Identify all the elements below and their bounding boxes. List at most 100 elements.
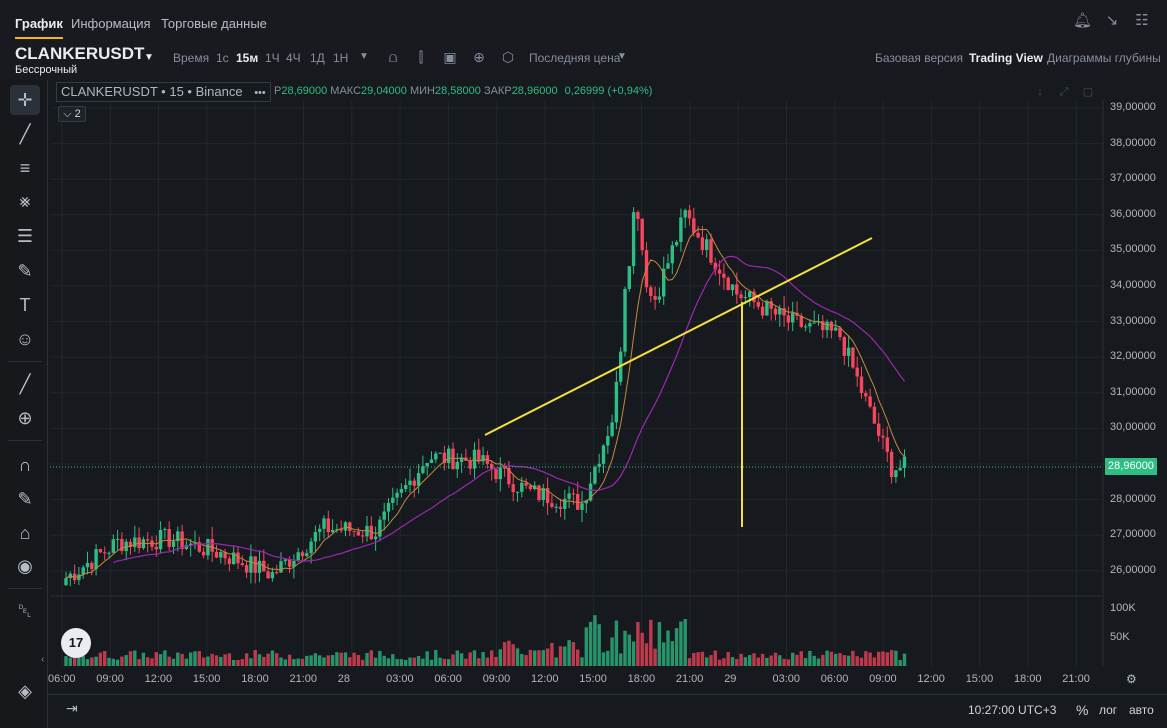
- toolbar-divider: [8, 588, 42, 589]
- eye-icon[interactable]: ◉: [17, 556, 33, 576]
- time-tick-label: 18:00: [241, 673, 269, 685]
- percent-toggle[interactable]: %: [1076, 702, 1089, 718]
- tab-trading-data[interactable]: Торговые данные: [161, 16, 267, 31]
- tab-info[interactable]: Информация: [71, 16, 151, 31]
- time-tick-label: 15:00: [965, 673, 994, 685]
- time-tick-label: 03:00: [386, 673, 414, 685]
- symbol-dropdown-icon[interactable]: ▼: [144, 52, 154, 63]
- timeframe-4h[interactable]: 4Ч: [286, 51, 301, 65]
- high-value: 29,04000: [361, 85, 407, 97]
- timeframe-label: Время: [173, 51, 210, 65]
- settings-icon[interactable]: ⬡: [501, 49, 515, 65]
- fib-lines-icon[interactable]: ≡: [19, 158, 31, 178]
- collapse-left-icon[interactable]: ‹: [41, 654, 45, 665]
- price-tick-label: 36,00000: [1110, 207, 1156, 220]
- collapse-arrows-icon[interactable]: ↘: [1105, 12, 1119, 29]
- layout-grid-icon[interactable]: ☷: [1135, 12, 1149, 29]
- contract-type: Бессрочный: [15, 64, 78, 76]
- price-tick-label: 39,00000: [1110, 101, 1156, 113]
- time-tick-label: 21:00: [289, 673, 318, 685]
- lock-drawing-icon[interactable]: ✎: [17, 489, 33, 509]
- timeframe-15m[interactable]: 15м: [236, 51, 259, 65]
- time-tick-label: 18:00: [627, 673, 656, 685]
- timeframe-1w[interactable]: 1Н: [333, 51, 349, 65]
- chevron-down-icon[interactable]: ▼: [617, 51, 627, 62]
- price-tick-label: 34,00000: [1110, 279, 1156, 291]
- auto-toggle[interactable]: авто: [1129, 703, 1154, 717]
- scroll-down-icon[interactable]: ↓: [1037, 86, 1043, 98]
- time-tick-label: 21:00: [675, 673, 704, 685]
- view-basic[interactable]: Базовая версия: [875, 51, 963, 65]
- time-tick-label: 09:00: [96, 673, 124, 685]
- candle-type-icon[interactable]: ⫿: [418, 49, 424, 65]
- time-tick-label: 06:00: [820, 673, 849, 685]
- tab-chart[interactable]: График: [15, 16, 63, 39]
- indicators-count: 2: [74, 108, 81, 120]
- top-nav: График Информация Торговые данные 🔔︎ ↘ ☷: [0, 0, 1167, 44]
- legend-more[interactable]: •••: [254, 87, 266, 99]
- volume-tick-label: 100K: [1110, 602, 1136, 614]
- settings-gear-icon[interactable]: ⚙: [1126, 672, 1137, 686]
- trash-icon[interactable]: ␡: [17, 601, 33, 621]
- price-tick-label: 32,00000: [1110, 350, 1156, 363]
- crosshair-icon[interactable]: ✛: [10, 85, 40, 115]
- symbol-toolbar: CLANKERUSDT ▼ Бессрочный Время 1с 15м 1Ч…: [0, 44, 1167, 80]
- price-tick-label: 38,00000: [1110, 136, 1156, 149]
- view-tradingview[interactable]: Trading View: [969, 51, 1043, 65]
- trendline-icon[interactable]: ╱: [19, 124, 31, 144]
- clock[interactable]: 10:27:00 UTC+3: [968, 703, 1057, 717]
- legend-box[interactable]: CLANKERUSDT • 15 • Binance •••: [56, 82, 271, 102]
- tradingview-logo: 17: [61, 628, 91, 658]
- emoji-icon[interactable]: ☺: [15, 329, 35, 349]
- time-tick-label: 06:00: [48, 673, 76, 685]
- time-tick-label: 09:00: [869, 673, 897, 685]
- magnet-icon[interactable]: ∩: [18, 455, 32, 475]
- view-depth[interactable]: Диаграммы глубины: [1047, 51, 1161, 65]
- fullscreen-icon[interactable]: ⤢: [1059, 86, 1069, 98]
- indicators-icon[interactable]: ⩍: [388, 49, 398, 65]
- channels-icon[interactable]: ☰: [16, 226, 34, 246]
- pattern-icon[interactable]: ⨳: [19, 191, 31, 211]
- unlock-icon[interactable]: ⌂: [19, 523, 31, 543]
- price-tick-label: 26,00000: [1110, 563, 1156, 576]
- time-tick-label: 12:00: [144, 673, 173, 685]
- add-icon[interactable]: ⊕: [473, 49, 485, 65]
- timeframe-1d[interactable]: 1Д: [310, 51, 325, 65]
- time-tick-label: 18:00: [1014, 673, 1042, 685]
- timeframe-1s[interactable]: 1с: [216, 51, 229, 65]
- date-range-icon[interactable]: ⇥: [66, 700, 78, 716]
- time-tick-label: 12:00: [531, 673, 559, 685]
- toolbar-divider: [8, 361, 42, 362]
- price-tick-label: 27,00000: [1110, 528, 1156, 541]
- open-label: Р: [274, 85, 282, 97]
- close-value: 28,96000: [511, 85, 558, 97]
- legend-title: CLANKERUSDT • 15 • Binance: [61, 84, 243, 99]
- price-source-select[interactable]: Последняя цена: [529, 51, 621, 65]
- drawing-toolbar: ✛ ╱ ≡ ⨳ ☰ ✎ T ☺ ╱ ⊕ ∩ ✎ ⌂ ◉ ␡ ◈: [0, 80, 48, 728]
- time-tick-label: 03:00: [772, 673, 801, 685]
- ruler-icon[interactable]: ╱: [19, 374, 31, 394]
- brush-icon[interactable]: ✎: [17, 261, 33, 281]
- camera-icon[interactable]: ▣: [443, 49, 457, 65]
- text-icon[interactable]: T: [19, 295, 31, 315]
- snapshot-icon[interactable]: ▢: [1082, 86, 1094, 98]
- symbol-name[interactable]: CLANKERUSDT: [15, 44, 145, 63]
- volume-tick-label: 50K: [1110, 631, 1130, 643]
- current-price-label: 28,96000: [1105, 458, 1157, 475]
- open-value: 28,69000: [281, 85, 328, 97]
- log-toggle[interactable]: лог: [1099, 703, 1118, 717]
- timeframe-dropdown-icon[interactable]: ▼: [359, 51, 369, 62]
- time-tick-label: 15:00: [192, 673, 221, 685]
- chart-area[interactable]: [48, 80, 1167, 728]
- indicators-toggle[interactable]: ⌵ 2: [58, 106, 86, 122]
- timeframe-1h[interactable]: 1Ч: [265, 51, 280, 65]
- price-tick-label: 30,00000: [1110, 421, 1156, 434]
- time-tick-label: 06:00: [434, 673, 462, 685]
- time-tick-label: 09:00: [482, 673, 511, 685]
- low-label: МИН: [409, 85, 435, 97]
- time-tick-label: 21:00: [1062, 673, 1090, 685]
- zoom-in-icon[interactable]: ⊕: [17, 408, 33, 428]
- time-tick-label: 28: [337, 673, 351, 685]
- bell-icon[interactable]: 🔔︎: [1073, 12, 1093, 29]
- layers-icon[interactable]: ◈: [18, 681, 32, 701]
